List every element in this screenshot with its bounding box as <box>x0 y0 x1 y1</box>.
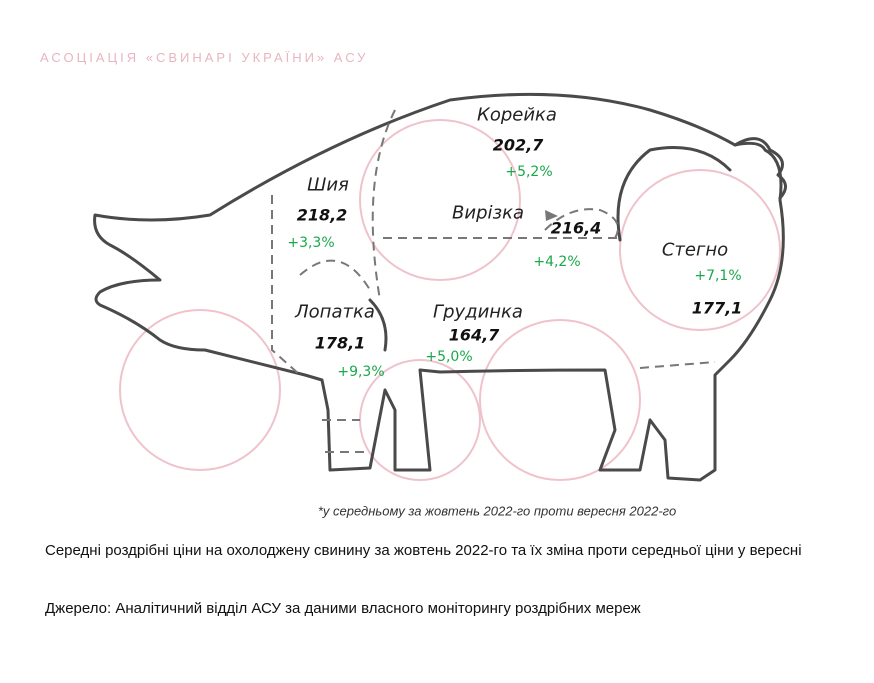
footnote: *у середньому за жовтень 2022-го проти в… <box>317 503 677 519</box>
cut-change-virizka: +4,2% <box>533 254 581 270</box>
cut-change-shiia: +3,3% <box>287 235 335 251</box>
cut-name-hrudynka: Грудинка <box>433 301 523 323</box>
watermark-text: АСОЦІАЦІЯ «СВИНАРІ УКРАЇНИ» АСУ <box>40 50 369 65</box>
cut-change-hrudynka: +5,0% <box>425 349 473 365</box>
cut-price-lopatka: 178,1 <box>314 333 366 353</box>
cut-name-lopatka: Лопатка <box>295 301 375 323</box>
cut-change-lopatka: +9,3% <box>337 364 385 380</box>
arrow-icon <box>545 210 558 221</box>
pig-outline <box>93 92 787 482</box>
cut-name-stehno: Стегно <box>661 239 729 261</box>
watermark-logos <box>119 119 781 481</box>
cut-name-shiia: Шия <box>307 174 349 196</box>
cut-price-shiia: 218,2 <box>296 205 348 225</box>
cut-name-virizka: Вирізка <box>452 202 524 224</box>
cut-price-koreika: 202,7 <box>492 135 544 155</box>
cut-name-koreika: Корейка <box>477 104 557 126</box>
cut-price-stehno: 177,1 <box>691 298 743 318</box>
source: Джерело: Аналітичний відділ АСУ за даним… <box>45 600 641 617</box>
caption: Середні роздрібні ціни на охолоджену сви… <box>45 542 802 559</box>
cut-price-hrudynka: 164,7 <box>448 325 500 345</box>
cut-lines <box>271 109 716 453</box>
cut-change-koreika: +5,2% <box>505 164 553 180</box>
cut-price-virizka: 216,4 <box>550 218 602 238</box>
cut-change-stehno: +7,1% <box>694 268 742 284</box>
